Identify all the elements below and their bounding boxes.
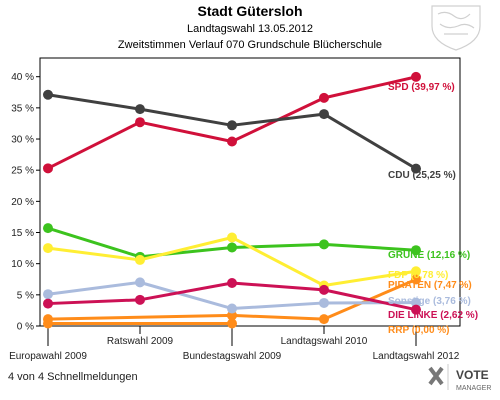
coat-of-arms-icon bbox=[431, 5, 481, 51]
x-tick-label: Bundestagswahl 2009 bbox=[183, 351, 282, 362]
data-point bbox=[43, 289, 53, 300]
data-point bbox=[43, 163, 53, 174]
brand-bottom: MANAGER bbox=[456, 385, 491, 392]
y-tick-label: 0 % bbox=[17, 322, 34, 333]
data-point bbox=[319, 314, 329, 325]
x-tick-label: Landtagswahl 2012 bbox=[373, 351, 460, 362]
series-label: CDU (25,25 %) bbox=[388, 170, 456, 181]
data-point bbox=[135, 104, 145, 115]
chart-subtitle: Landtagswahl 13.05.2012 bbox=[187, 23, 313, 35]
data-point bbox=[135, 117, 145, 128]
y-axis: 0 % 5 % 10 % 15 % 20 % 25 % 30 % 35 % 40 % bbox=[11, 72, 40, 333]
data-point bbox=[227, 120, 237, 131]
data-point bbox=[227, 242, 237, 253]
votemanager-logo-icon bbox=[428, 364, 449, 390]
data-point bbox=[411, 304, 421, 315]
data-point bbox=[319, 284, 329, 295]
data-point bbox=[227, 310, 237, 321]
chart-title: Stadt Gütersloh bbox=[197, 3, 302, 19]
y-tick-label: 10 % bbox=[11, 259, 34, 270]
series-label: Sonstige (3,76 %) bbox=[388, 296, 471, 307]
data-point bbox=[227, 318, 237, 329]
data-point bbox=[319, 297, 329, 308]
series-label: GRÜNE (12,16 %) bbox=[388, 248, 470, 261]
data-point bbox=[227, 136, 237, 147]
x-tick-label: Landtagswahl 2010 bbox=[281, 336, 368, 347]
y-tick-label: 5 % bbox=[17, 290, 34, 301]
data-point bbox=[43, 89, 53, 100]
data-point bbox=[43, 223, 53, 234]
data-point bbox=[43, 243, 53, 254]
y-tick-label: 30 % bbox=[11, 135, 34, 146]
data-point bbox=[227, 303, 237, 314]
data-point bbox=[411, 297, 421, 308]
data-point bbox=[319, 239, 329, 250]
data-point bbox=[135, 277, 145, 288]
series-layer bbox=[43, 71, 421, 329]
data-point bbox=[411, 245, 421, 256]
data-point bbox=[411, 274, 421, 285]
y-tick-label: 40 % bbox=[11, 72, 34, 83]
x-axis: Europawahl 2009 Ratswahl 2009 Bundestagswa… bbox=[9, 326, 460, 362]
x-tick-label: Europawahl 2009 bbox=[9, 351, 87, 362]
data-point bbox=[227, 277, 237, 288]
data-point bbox=[43, 298, 53, 309]
y-tick-label: 20 % bbox=[11, 197, 34, 208]
data-point bbox=[319, 92, 329, 103]
data-point bbox=[43, 318, 53, 329]
series-label: FDP (8,78 %) bbox=[388, 270, 448, 281]
y-tick-label: 35 % bbox=[11, 103, 34, 114]
chart-subtitle-2: Zweitstimmen Verlauf 070 Grundschule Blü… bbox=[118, 39, 382, 51]
data-point bbox=[135, 294, 145, 305]
series-label: SPD (39,97 %) bbox=[388, 82, 455, 93]
plot-area bbox=[39, 57, 461, 327]
data-point bbox=[411, 71, 421, 82]
data-point bbox=[319, 109, 329, 120]
y-tick-label: 25 % bbox=[11, 166, 34, 177]
brand-top: VOTE bbox=[456, 368, 489, 382]
y-tick-label: 15 % bbox=[11, 228, 34, 239]
data-point bbox=[411, 266, 421, 277]
series-label: DIE LINKE (2,62 %) bbox=[388, 310, 478, 321]
status-text: 4 von 4 Schnellmeldungen bbox=[8, 371, 138, 383]
series-labels: SPD (39,97 %) CDU (25,25 %) GRÜNE (12,16 %… bbox=[388, 82, 478, 336]
data-point bbox=[411, 163, 421, 174]
x-tick-label: Ratswahl 2009 bbox=[107, 336, 174, 347]
data-point bbox=[227, 232, 237, 243]
data-point bbox=[135, 254, 145, 265]
series-label: PIRATEN (7,47 %) bbox=[388, 280, 472, 291]
series-label: RRP (0,00 %) bbox=[388, 325, 450, 336]
